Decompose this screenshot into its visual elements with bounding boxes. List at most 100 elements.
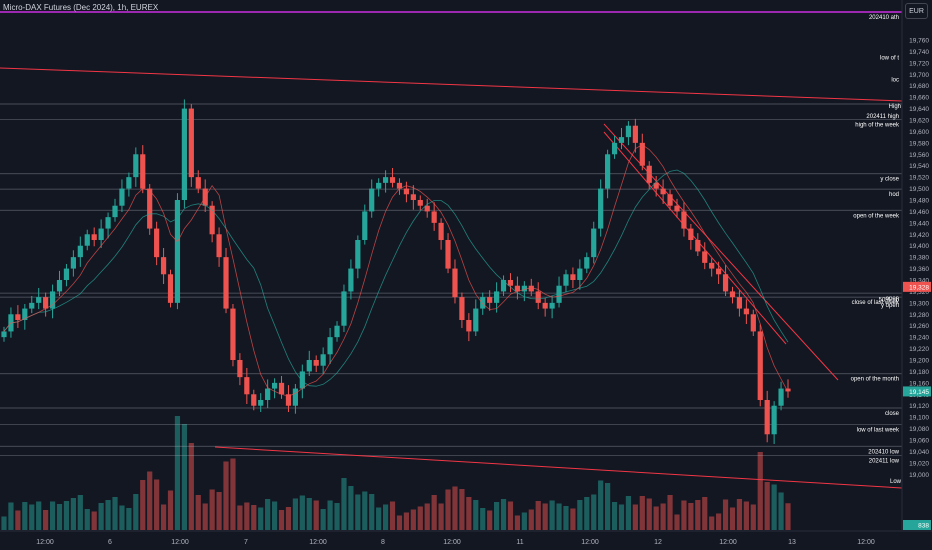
candle-body — [306, 360, 312, 372]
volume-bar — [577, 500, 583, 530]
volume-bar — [334, 503, 340, 530]
volume-bar — [160, 504, 167, 530]
volume-bar — [271, 501, 278, 530]
candle-body — [625, 125, 632, 138]
volume-bar — [396, 515, 403, 530]
price-tick-label: 19,480 — [909, 198, 929, 205]
volume-bar — [695, 500, 701, 530]
candle-body — [611, 142, 618, 155]
moving-average-line — [3, 144, 789, 397]
candle-body — [237, 360, 243, 378]
volume-badge — [903, 520, 931, 530]
volume-bar — [785, 503, 791, 530]
volume-bar — [202, 503, 208, 530]
candle-body — [494, 291, 500, 303]
candle-body — [63, 268, 70, 280]
volume-bar — [764, 482, 770, 530]
volume-bar — [563, 506, 569, 530]
volume-bar — [140, 480, 146, 530]
volume-bar — [514, 515, 521, 530]
volume-bar — [29, 504, 35, 530]
price-tick-label: 19,640 — [909, 106, 929, 113]
volume-bar — [480, 508, 486, 530]
currency-button[interactable]: EUR — [905, 3, 928, 19]
volume-bar — [736, 499, 743, 530]
candle-body — [514, 285, 521, 292]
volume-bar — [382, 504, 389, 530]
volume-bar — [22, 502, 28, 530]
time-axis[interactable]: 12:00 6 12:00 7 12:00 8 12:00 11 12:00 12 12:00 13 1… — [0, 530, 932, 546]
candle-body — [722, 274, 729, 292]
price-tick-label: 19,500 — [909, 186, 929, 193]
volume-bar — [341, 478, 347, 530]
trend-line — [214, 446, 903, 489]
price-tick-label: 19,740 — [909, 49, 929, 56]
candle-body — [292, 388, 298, 406]
time-tick-label: 11 — [516, 539, 523, 546]
price-tick-label: 19,400 — [909, 243, 929, 250]
level-label: low of t — [880, 56, 899, 62]
volume-bar — [702, 497, 708, 530]
volume-bar — [459, 489, 465, 530]
candle-body — [320, 354, 326, 366]
candle-body — [105, 217, 111, 229]
candle-body — [771, 405, 777, 435]
candle-body — [639, 142, 645, 166]
candle-body — [195, 177, 201, 189]
volume-bar — [119, 505, 125, 530]
volume-bar — [625, 496, 632, 530]
candle-body — [403, 188, 410, 195]
volume-bar — [362, 491, 368, 530]
candle-body — [709, 262, 715, 269]
volume-bar — [49, 501, 56, 530]
volume-bar — [611, 502, 618, 530]
volume-bar — [105, 500, 111, 530]
volume-bar — [771, 484, 777, 530]
volume-bar — [743, 501, 749, 530]
volume-bar — [369, 494, 375, 530]
time-tick-label: 13 — [788, 539, 796, 546]
price-axis[interactable]: 19,760 19,740 19,720 19,700 19,680 19,660 19,6… — [901, 0, 932, 550]
candle-body — [98, 228, 104, 240]
volume-bar — [584, 497, 590, 530]
candle-body — [764, 400, 770, 435]
current-price-badge-text: 19,145 — [909, 389, 929, 396]
price-tick-label: 19,340 — [909, 278, 929, 285]
time-tick-label: 12:00 — [36, 539, 54, 546]
level-label: loc — [891, 77, 899, 83]
high-label: High — [889, 104, 901, 110]
price-tick-label: 19,320 — [909, 289, 929, 296]
candle-body — [285, 394, 292, 406]
volume-bar — [8, 502, 14, 530]
candle-body — [570, 274, 576, 280]
price-tick-label: 19,300 — [909, 300, 929, 307]
candle-body — [667, 194, 673, 206]
candle-body — [674, 205, 680, 212]
time-tick-label: 6 — [108, 539, 112, 546]
price-tick-label: 19,440 — [909, 220, 929, 227]
price-tick-label: 19,720 — [909, 60, 929, 67]
candle-body — [500, 280, 507, 292]
candle-body — [299, 371, 305, 389]
volume-bar — [195, 495, 201, 530]
volume-bar — [410, 509, 416, 530]
price-tick-label: 19,180 — [909, 369, 929, 376]
price-tick-label: 19,280 — [909, 312, 929, 319]
time-tick-label: 7 — [244, 539, 248, 546]
volume-bar — [570, 508, 576, 530]
price-tick-label: 19,540 — [909, 163, 929, 170]
candle-body — [43, 297, 49, 309]
volume-bar — [431, 495, 437, 530]
candle-body — [757, 331, 763, 400]
volume-bar — [43, 510, 49, 530]
price-tick-label: 19,380 — [909, 255, 929, 262]
candle-body — [688, 228, 694, 240]
price-tick-label: 19,060 — [909, 438, 929, 445]
price-tick-label: 19,460 — [909, 209, 929, 216]
volume-bar — [313, 500, 319, 530]
volume-bar — [154, 479, 160, 530]
candle-body — [653, 182, 659, 189]
low-label: Low — [890, 479, 902, 485]
